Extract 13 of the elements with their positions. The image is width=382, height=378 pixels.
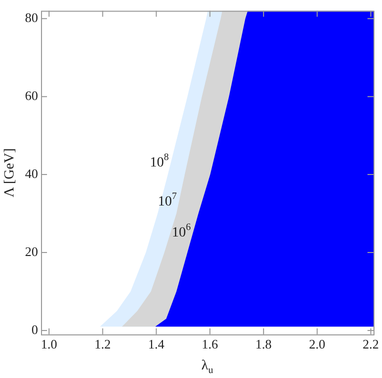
y-axis-title: Λ [GeV] (2, 148, 18, 198)
x-tick-label: 2.0 (309, 336, 326, 352)
x-tick-label: 1.2 (94, 336, 111, 352)
y-tick-label: 40 (25, 166, 38, 181)
y-tick-label: 0 (32, 322, 38, 337)
x-tick-label: 1.6 (202, 336, 219, 352)
x-tick-label: 2.2 (362, 336, 379, 352)
x-tick-label: 1.0 (40, 336, 58, 352)
x-tick-label: 1.4 (148, 336, 165, 352)
y-tick-label: 60 (25, 88, 38, 103)
y-tick-label: 80 (25, 10, 38, 26)
x-tick-label: 1.8 (255, 336, 272, 352)
y-tick-label: 20 (25, 244, 38, 259)
